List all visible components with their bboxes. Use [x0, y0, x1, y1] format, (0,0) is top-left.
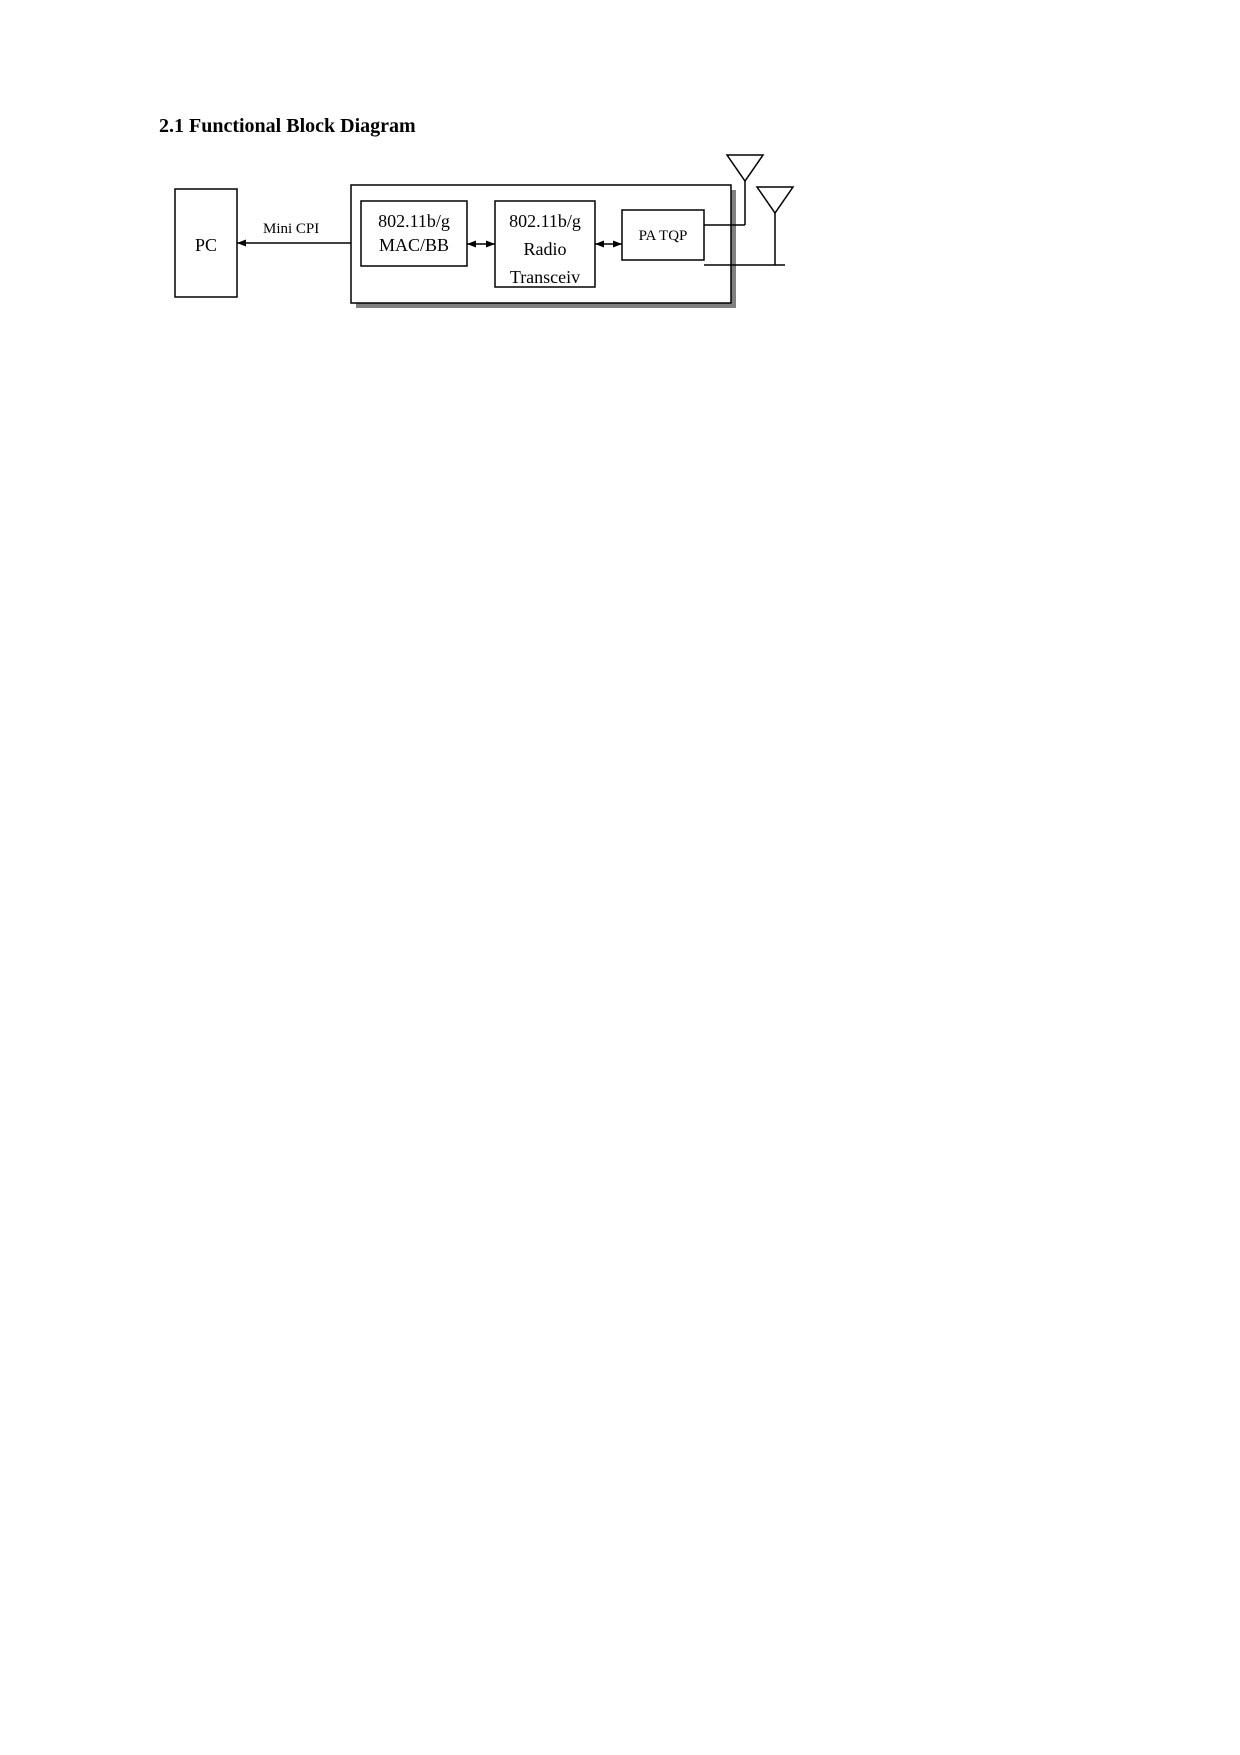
svg-text:Transceiv: Transceiv: [510, 267, 580, 287]
section-heading: 2.1 Functional Block Diagram: [159, 115, 416, 138]
block-diagram: PC 802.11b/g MAC/BB 802.11b/g Radio Transceiv…: [175, 155, 815, 320]
svg-text:802.11b/g: 802.11b/g: [509, 211, 581, 231]
svg-text:802.11b/g: 802.11b/g: [378, 211, 450, 231]
svg-text:Mini CPI: Mini CPI: [263, 221, 319, 237]
svg-text:MAC/BB: MAC/BB: [379, 235, 449, 255]
svg-text:PA TQP: PA TQP: [639, 228, 688, 244]
svg-text:Radio: Radio: [524, 239, 567, 259]
svg-text:PC: PC: [195, 235, 217, 255]
